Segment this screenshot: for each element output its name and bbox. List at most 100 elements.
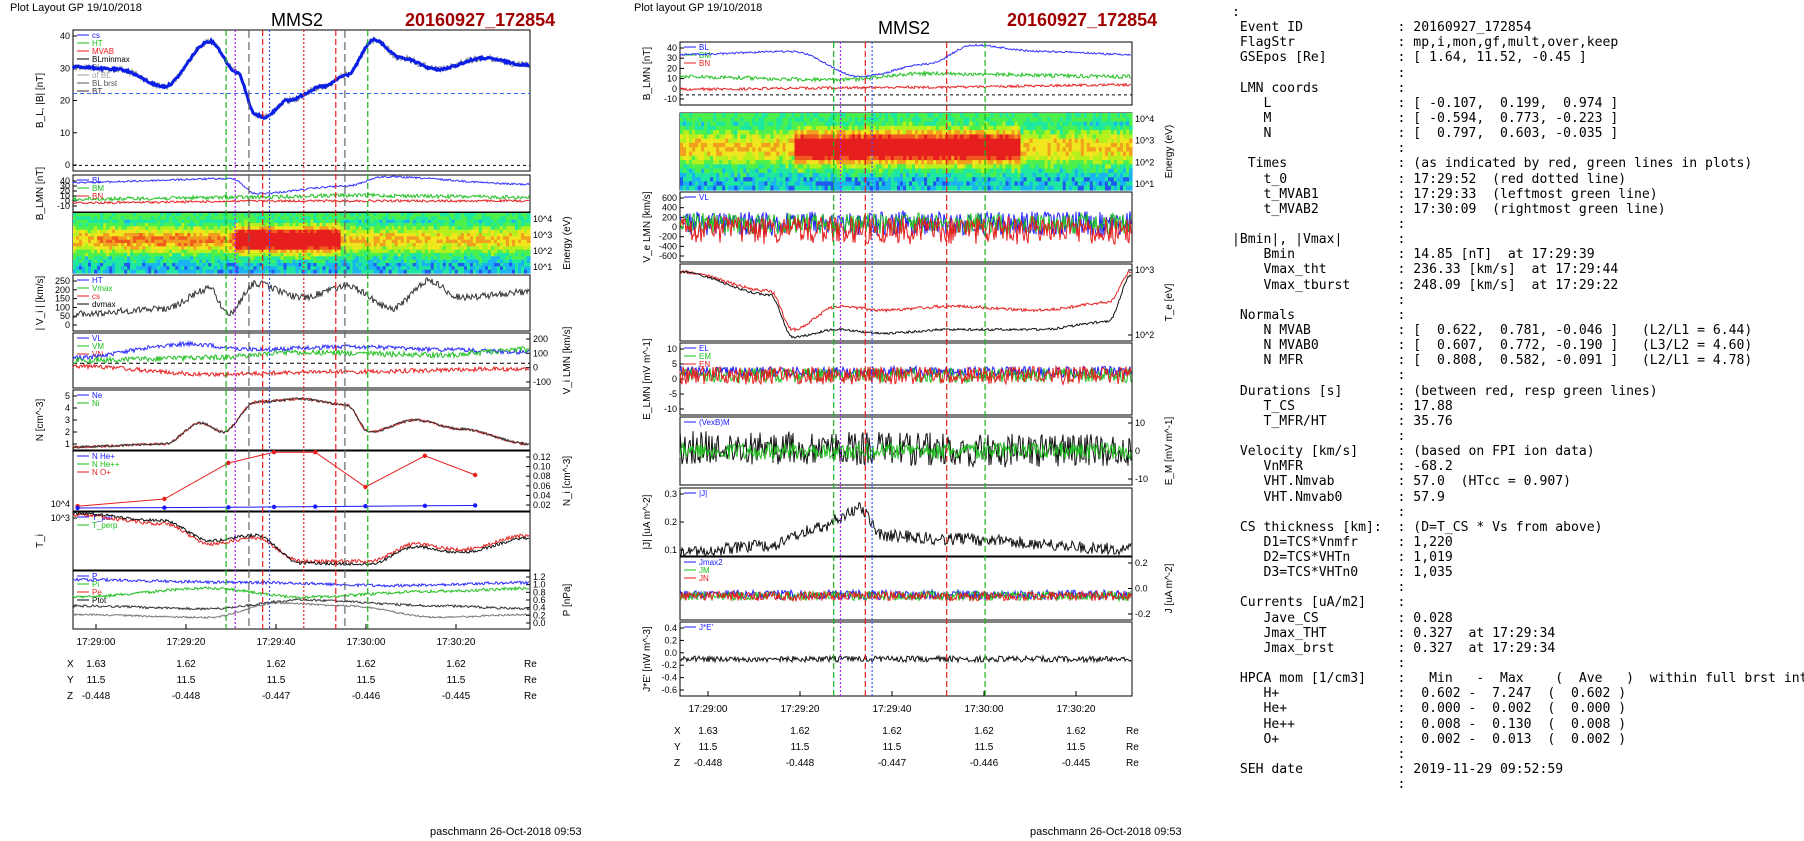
- spectrogram-cell: [376, 236, 381, 241]
- spectrogram-cell: [785, 147, 790, 153]
- spectrogram-cell: [364, 229, 369, 234]
- spectrogram-cell: [900, 177, 904, 183]
- spectrogram-cell: [695, 134, 699, 140]
- spectrogram-cell: [981, 147, 985, 153]
- spectrogram-cell: [277, 236, 281, 241]
- spectrogram-cell: [821, 177, 826, 183]
- spectrogram-cell: [872, 168, 877, 174]
- spectrogram-cell: [863, 147, 868, 153]
- spectrogram-cell: [190, 243, 194, 247]
- spectrogram-cell: [764, 181, 768, 187]
- spectrogram-cell: [884, 177, 889, 183]
- spectrogram-cell: [737, 130, 741, 135]
- spectrogram-cell: [776, 142, 780, 148]
- y-tick-label: 30: [667, 53, 677, 63]
- spectrogram-cell: [509, 243, 513, 247]
- spectrogram-cell: [884, 134, 889, 140]
- spectrogram-cell: [978, 172, 982, 178]
- spectrogram-cell: [163, 243, 167, 247]
- spectrogram-cell: [927, 164, 931, 170]
- spectrogram-cell: [836, 185, 841, 191]
- spectrogram-cell: [827, 177, 832, 183]
- spectrogram-cell: [295, 236, 300, 241]
- spectrogram-cell: [157, 216, 161, 221]
- spectrogram-cell: [960, 172, 964, 178]
- spectrogram-cell: [124, 223, 128, 227]
- legend-entry: Ptot: [92, 596, 107, 605]
- spectrogram-cell: [993, 168, 997, 174]
- spectrogram-cell: [397, 236, 402, 241]
- y-tick-label: 0.10: [533, 462, 551, 472]
- spectrogram-cell: [900, 138, 904, 144]
- spectrogram-cell: [704, 181, 708, 187]
- spectrogram-cell: [719, 147, 723, 153]
- spectrogram-cell: [499, 233, 504, 237]
- spectrogram-cell: [487, 226, 492, 231]
- spectrogram-cell: [187, 213, 191, 217]
- spectrogram-cell: [1008, 121, 1013, 127]
- spectrogram-cell: [316, 249, 321, 254]
- spectrogram-cell: [713, 160, 717, 165]
- spectrogram-cell: [250, 223, 254, 227]
- spectrogram-cell: [145, 229, 149, 234]
- spectrogram-cell: [842, 121, 847, 127]
- spectrogram-cell: [328, 216, 333, 221]
- spectrogram-cell: [193, 213, 197, 217]
- spectrogram-cell: [235, 223, 239, 227]
- spectrogram-cell: [936, 134, 940, 140]
- spectrogram-cell: [830, 121, 835, 127]
- spectrogram-cell: [232, 246, 236, 251]
- spectrogram-cell: [208, 259, 212, 264]
- spectrogram-cell: [256, 223, 260, 227]
- spectrogram-cell: [767, 164, 771, 170]
- spectrogram-cell: [527, 213, 531, 217]
- data-series-line: [72, 510, 529, 567]
- spectrogram-cell: [292, 229, 297, 234]
- spectrogram-cell: [118, 269, 122, 274]
- spectrogram-cell: [957, 185, 961, 191]
- spectrogram-cell: [226, 246, 230, 251]
- spectrogram-cell: [196, 233, 200, 237]
- spectrogram-cell: [220, 243, 224, 247]
- spectrogram-cell: [824, 151, 829, 157]
- spectrogram-cell: [409, 229, 414, 234]
- spectrogram-cell: [241, 226, 245, 231]
- spectrogram-cell: [984, 121, 988, 127]
- spectrogram-cell: [193, 226, 197, 231]
- spectrogram-cell: [358, 243, 363, 247]
- spectrogram-cell: [385, 243, 390, 247]
- spectrogram-cell: [788, 121, 793, 127]
- spectrogram-cell: [900, 147, 904, 153]
- spectrogram-cell: [930, 160, 934, 165]
- spectrogram-cell: [283, 236, 288, 241]
- spectrogram-cell: [1008, 164, 1013, 170]
- spectrogram-cell: [782, 134, 787, 140]
- spectrogram-cell: [990, 185, 994, 191]
- spectrogram-cell: [689, 172, 693, 178]
- spectrogram-cell: [415, 229, 420, 234]
- spectrogram-cell: [163, 223, 167, 227]
- spectrogram-cell: [1008, 130, 1013, 135]
- spectrogram-cell: [217, 226, 221, 231]
- spectrogram-cell: [818, 142, 823, 148]
- spectrogram-cell: [767, 138, 771, 144]
- spectrogram-cell: [1008, 113, 1013, 118]
- spectrogram-cell: [963, 155, 967, 161]
- spectrogram-cell: [208, 266, 212, 271]
- spectrogram-cell: [824, 134, 829, 140]
- spectrogram-cell: [725, 155, 729, 161]
- spectrogram-cell: [695, 125, 699, 131]
- spectrogram-cell: [151, 249, 155, 254]
- spectrogram-cell: [403, 266, 408, 271]
- spectrogram-cell: [515, 229, 519, 234]
- spectrogram-cell: [142, 223, 146, 227]
- spectrogram-cell: [924, 164, 928, 170]
- spectrogram-cell: [909, 138, 913, 144]
- spectrogram-cell: [764, 164, 768, 170]
- spectrogram-cell: [1005, 164, 1009, 170]
- spectrogram-cell: [800, 130, 805, 135]
- spectrogram-cell: [695, 164, 699, 170]
- spectrogram-cell: [743, 155, 747, 161]
- spectrogram-cell: [782, 185, 787, 191]
- spectrogram-cell: [373, 239, 378, 244]
